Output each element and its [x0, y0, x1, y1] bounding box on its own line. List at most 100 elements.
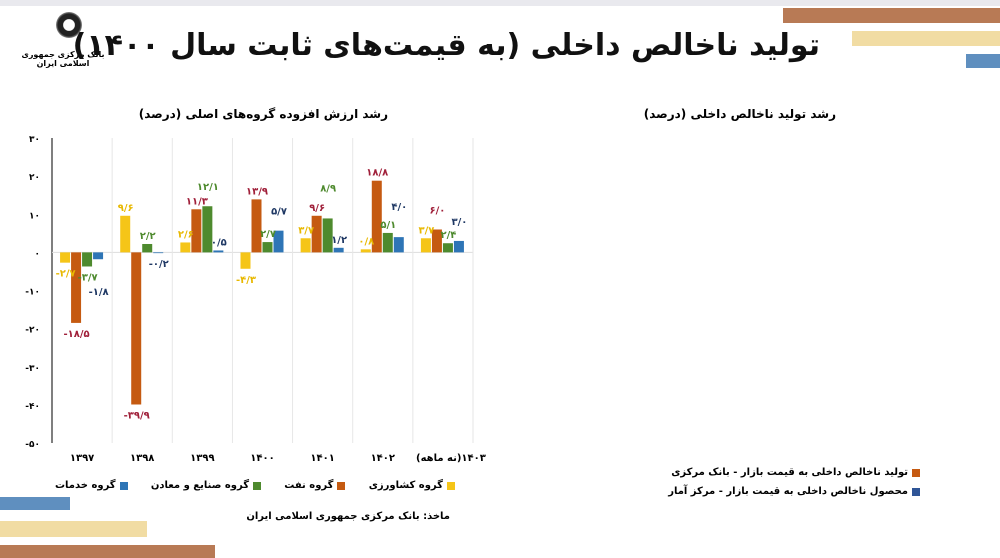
legend-label: گروه نفت	[284, 480, 334, 491]
right-chart: ۶۴۲۰-۲-۴-۶-۸۱۳۹۷۱۳۹۸۱۳۹۹۱۴۰۰۱۴۰۱۱۴۰۲۱۴۰۳…	[500, 125, 1000, 470]
legend-item-industry: گروه صنایع و معادن	[150, 480, 262, 491]
data-label: -۳/۷	[78, 272, 98, 283]
bar	[153, 252, 164, 254]
data-label: ۳/۰	[451, 217, 467, 228]
decor-stripe-blue-bottom	[0, 497, 70, 510]
legend-item-oil: گروه نفت	[284, 480, 346, 491]
x-tick-label: ۱۴۰۰	[250, 453, 274, 464]
data-label: -۳۹/۹	[124, 410, 150, 421]
data-label: ۹/۶	[118, 203, 134, 214]
legend-label: گروه خدمات	[55, 480, 116, 491]
data-label: -۴/۳	[236, 275, 256, 286]
data-label: ۵/۱	[380, 220, 396, 231]
data-label: -۲/۷	[56, 269, 76, 280]
decor-stripe-yellow-bottom	[0, 521, 147, 537]
legend-label: گروه صنایع و معادن	[150, 480, 250, 491]
bar	[333, 247, 344, 253]
right-legend: تولید ناخالص داخلی به قیمت بازار - بانک …	[620, 467, 920, 497]
decor-stripe-yellow	[852, 31, 1000, 46]
data-label: ۹/۶	[309, 203, 325, 214]
bar	[213, 250, 224, 253]
bar	[82, 252, 93, 267]
x-tick-label: ۱۴۰۲	[371, 453, 395, 464]
legend-swatch	[912, 468, 920, 477]
bar	[180, 242, 191, 253]
bar	[60, 252, 71, 263]
legend-label: گروه کشاورزی	[368, 480, 443, 491]
bar	[273, 230, 284, 253]
y-tick-label: -۳۰	[25, 364, 40, 374]
legend-item-services: گروه خدمات	[55, 480, 128, 491]
bar	[371, 180, 382, 253]
bar	[431, 229, 442, 253]
data-label: ۲/۶	[178, 229, 194, 240]
page-title: تولید ناخالص داخلی (به قیمت‌های ثابت سال…	[72, 28, 820, 63]
legend-swatch	[119, 481, 128, 490]
x-tick-label: ۱۳۹۷	[70, 453, 94, 464]
decor-stripe-brown	[783, 8, 1000, 23]
bar	[311, 215, 322, 253]
bar	[322, 218, 333, 253]
decor-stripe-brown-bottom	[0, 545, 215, 558]
data-label: ۸/۹	[320, 183, 336, 194]
data-label: ۳/۷	[298, 225, 314, 236]
data-label: ۱/۲	[331, 235, 347, 246]
right-chart-title: رشد تولید ناخالص داخلی (درصد)	[643, 107, 836, 121]
top-bar	[0, 0, 1000, 6]
bar	[240, 252, 251, 269]
data-label: ۱۱/۳	[186, 196, 208, 207]
y-tick-label: -۵۰	[25, 440, 40, 450]
x-tick-label: ۱۴۰۳(نه ماهه)	[416, 453, 486, 464]
data-label: ۲/۴	[440, 230, 456, 241]
bar	[300, 238, 311, 253]
left-chart-title: رشد ارزش افزوده گروه‌های اصلی (درصد)	[138, 107, 388, 121]
bar	[251, 199, 262, 253]
legend-swatch	[337, 481, 346, 490]
bar	[142, 243, 153, 253]
bar	[453, 240, 464, 253]
decor-stripe-blue	[966, 54, 1000, 68]
y-tick-label: -۲۰	[25, 326, 40, 336]
logo-text: بانک مرکزی جمهوری اسلامی ایران	[21, 50, 105, 68]
y-tick-label: ۲۰	[29, 173, 40, 183]
data-label: ۲/۷	[260, 229, 276, 240]
y-tick-label: ۱۰	[29, 211, 40, 221]
data-label: ۲/۲	[140, 231, 156, 242]
x-tick-label: ۱۴۰۱	[310, 453, 334, 464]
bar	[262, 242, 273, 253]
data-label: ۰/۸	[358, 236, 374, 247]
y-tick-label: ۳۰	[29, 135, 40, 145]
data-label: ۱۲/۱	[197, 182, 219, 193]
data-label: ۵/۷	[271, 207, 287, 218]
x-tick-label: ۱۳۹۸	[130, 453, 154, 464]
bar	[93, 252, 104, 260]
data-label: -۰/۲	[149, 259, 169, 270]
data-label: -۱۸/۵	[64, 329, 90, 340]
bar	[420, 238, 431, 253]
left-legend: گروه کشاورزی گروه نفت گروه صنایع و معادن…	[55, 480, 455, 491]
left-chart: ۳۰ ۲۰ ۱۰ ۰ -۱۰ -۲۰ -۳۰ -۴۰ -۵۰ ۱۳۹۷ ۱۳۹۸ ۱۳۹۹ ۱۴۰۰ ۱۴…	[25, 135, 486, 464]
legend-item-agriculture: گروه کشاورزی	[369, 480, 455, 491]
bar	[191, 209, 202, 253]
legend-item-cbi: تولید ناخالص داخلی به قیمت بازار - بانک …	[620, 467, 920, 478]
data-label: -۱/۸	[89, 287, 109, 298]
legend-swatch	[446, 481, 455, 490]
bar	[393, 237, 404, 253]
data-label: ۴/۰	[391, 202, 407, 213]
bar	[360, 249, 371, 253]
legend-label: محصول ناخالص داخلی به قیمت بازار - مرکز …	[668, 486, 908, 497]
bar	[382, 232, 393, 253]
bar	[442, 243, 453, 253]
source-note: ماخذ: بانک مرکزی جمهوری اسلامی ایران	[246, 511, 450, 522]
data-label: ۳/۷	[418, 225, 434, 236]
y-tick-label: -۱۰	[25, 288, 40, 298]
legend-item-sci: محصول ناخالص داخلی به قیمت بازار - مرکز …	[620, 486, 920, 497]
legend-label: تولید ناخالص داخلی به قیمت بازار - بانک …	[671, 467, 908, 478]
bar	[202, 206, 213, 253]
data-label: ۱۸/۸	[366, 168, 388, 179]
y-tick-label: -۴۰	[25, 402, 40, 412]
central-bank-logo	[56, 12, 82, 38]
bar	[131, 252, 142, 405]
y-tick-label: ۰	[35, 249, 41, 259]
bar	[71, 252, 82, 323]
